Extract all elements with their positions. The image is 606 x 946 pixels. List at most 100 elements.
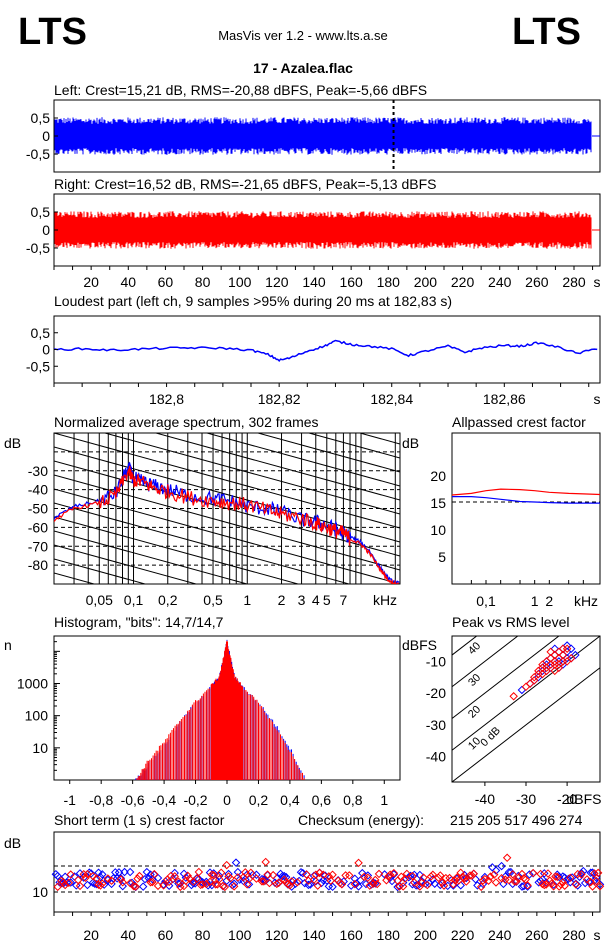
- y-tick-label: 10: [32, 884, 48, 900]
- short-crest-point-right: [428, 870, 438, 880]
- short-crest-point-right: [350, 879, 360, 889]
- short-crest-point-left: [66, 878, 75, 887]
- short-crest-point-left: [517, 882, 527, 891]
- short-crest-point-right: [274, 878, 283, 887]
- short-crest-point-right: [476, 882, 486, 892]
- short-crest-point-right: [293, 877, 302, 887]
- spectrum-slope-line: [54, 558, 147, 584]
- short-crest-point-right: [423, 880, 432, 890]
- short-crest-point-right: [593, 868, 603, 878]
- short-crest-point-left: [281, 872, 291, 882]
- short-crest-point-left: [53, 871, 62, 881]
- x-tick-label: 160: [339, 927, 363, 943]
- short-crest-point-left: [361, 879, 371, 889]
- right-waveform-x-unit: s: [594, 274, 601, 290]
- peak-rms-point-right: [554, 660, 564, 669]
- short-crest-point-right: [449, 879, 458, 889]
- short-crest-point-right: [146, 878, 155, 887]
- short-crest-point-left: [430, 879, 439, 888]
- short-crest-point-left: [328, 882, 337, 892]
- short-crest-point-right: [205, 877, 215, 887]
- y-tick-label: 10: [32, 740, 48, 756]
- y-tick-label: -0,5: [26, 358, 50, 374]
- x-tick-label: 2: [278, 592, 286, 608]
- short-crest-point-right: [540, 880, 549, 890]
- x-tick-label: 160: [339, 274, 363, 290]
- x-tick-label: 7: [340, 592, 348, 608]
- spectrum-slope-line: [54, 516, 300, 584]
- short-crest-point-left: [575, 872, 584, 882]
- spectrum-grid: [54, 433, 400, 584]
- short-crest-point-left: [120, 867, 129, 877]
- y-tick-label: 0: [42, 128, 50, 144]
- spectrum-slope-line: [54, 488, 400, 584]
- short-crest-point-right: [75, 881, 85, 891]
- short-crest-point-right: [497, 873, 506, 883]
- short-crest-point-right: [216, 868, 226, 878]
- y-tick-label: 0,5: [31, 110, 51, 126]
- y-tick-label: 5: [438, 549, 446, 565]
- short-crest-point-right: [280, 875, 289, 884]
- peak-rms-point-left: [517, 685, 527, 695]
- short-crest-point-right: [547, 879, 556, 888]
- x-tick-label: 240: [488, 274, 512, 290]
- short-crest-point-right: [389, 868, 399, 878]
- short-crest-point-left: [278, 871, 287, 881]
- short-crest-point-right: [81, 873, 90, 882]
- peak-rms-point-right: [558, 644, 568, 653]
- y-tick-label: 0: [42, 222, 50, 238]
- x-tick-label: 60: [158, 274, 174, 290]
- x-tick-label: -0,8: [89, 792, 113, 808]
- short-crest-point-left: [588, 868, 597, 877]
- histogram-plot: 1000 100 10 -1 -0,8 -0,6 -0,4 -0,2 0 0,2 0,4 0,6 0,8…: [17, 635, 401, 808]
- loudest-x-unit: s: [594, 391, 601, 407]
- x-tick-label: -0,2: [183, 792, 207, 808]
- short-crest-point-right: [398, 882, 408, 891]
- short-crest-point-right: [257, 877, 267, 886]
- short-crest-point-left: [541, 878, 551, 887]
- short-crest-point-left: [358, 868, 367, 878]
- short-crest-point-right: [92, 874, 101, 883]
- y-tick-label: -70: [28, 538, 48, 554]
- loudest-part-plot: 0,50-0,5 182,8 182,82 182,84 182,86: [26, 315, 601, 407]
- short-crest-point-right: [261, 857, 270, 867]
- short-crest-point-right: [183, 871, 192, 881]
- y-tick-label: 20: [430, 468, 446, 484]
- short-crest-point-right: [220, 882, 230, 892]
- short-crest-point-left: [289, 876, 298, 885]
- y-tick-label: 1000: [17, 676, 48, 692]
- short-crest-point-left: [174, 879, 183, 888]
- x-tick-label: 0: [223, 792, 231, 808]
- peak-rms-point-right: [525, 679, 535, 688]
- x-tick-label: 100: [228, 274, 252, 290]
- short-crest-point-right: [211, 880, 220, 889]
- short-crest-point-left: [189, 879, 198, 888]
- track-title: 17 - Azalea.flac: [253, 60, 353, 76]
- x-tick-label: -0,4: [152, 792, 176, 808]
- short-crest-point-right: [313, 881, 322, 890]
- peak-rms-point-right: [521, 682, 531, 692]
- short-crest-point-right: [553, 872, 562, 882]
- x-tick-label: 0,05: [86, 592, 113, 608]
- short-term-crest-title: Short term (1 s) crest factor: [54, 812, 225, 828]
- loudest-trace: [53, 339, 598, 363]
- x-unit-label: kHz: [373, 592, 397, 608]
- x-tick-label: 1: [380, 792, 388, 808]
- spectrum-slope-line: [54, 460, 400, 557]
- peak-rms-point-right: [550, 666, 560, 676]
- spectrum-trace-left: [54, 461, 400, 584]
- short-crest-ylabel: dB: [4, 835, 21, 851]
- short-crest-point-right: [486, 872, 495, 881]
- short-crest-point-right: [491, 878, 501, 887]
- short-crest-point-left: [229, 879, 239, 889]
- short-crest-point-left: [387, 876, 397, 886]
- spectrum-slope-line: [54, 530, 249, 584]
- x-tick-label: 20: [83, 274, 99, 290]
- allpass-trace-right: [451, 488, 601, 496]
- x-tick-label: -1: [64, 792, 77, 808]
- short-crest-point-right: [437, 878, 447, 887]
- short-crest-point-right: [545, 876, 555, 885]
- y-tick-label: -10: [426, 653, 446, 669]
- y-tick-label: -0,5: [26, 146, 50, 162]
- short-crest-point-right: [150, 869, 159, 879]
